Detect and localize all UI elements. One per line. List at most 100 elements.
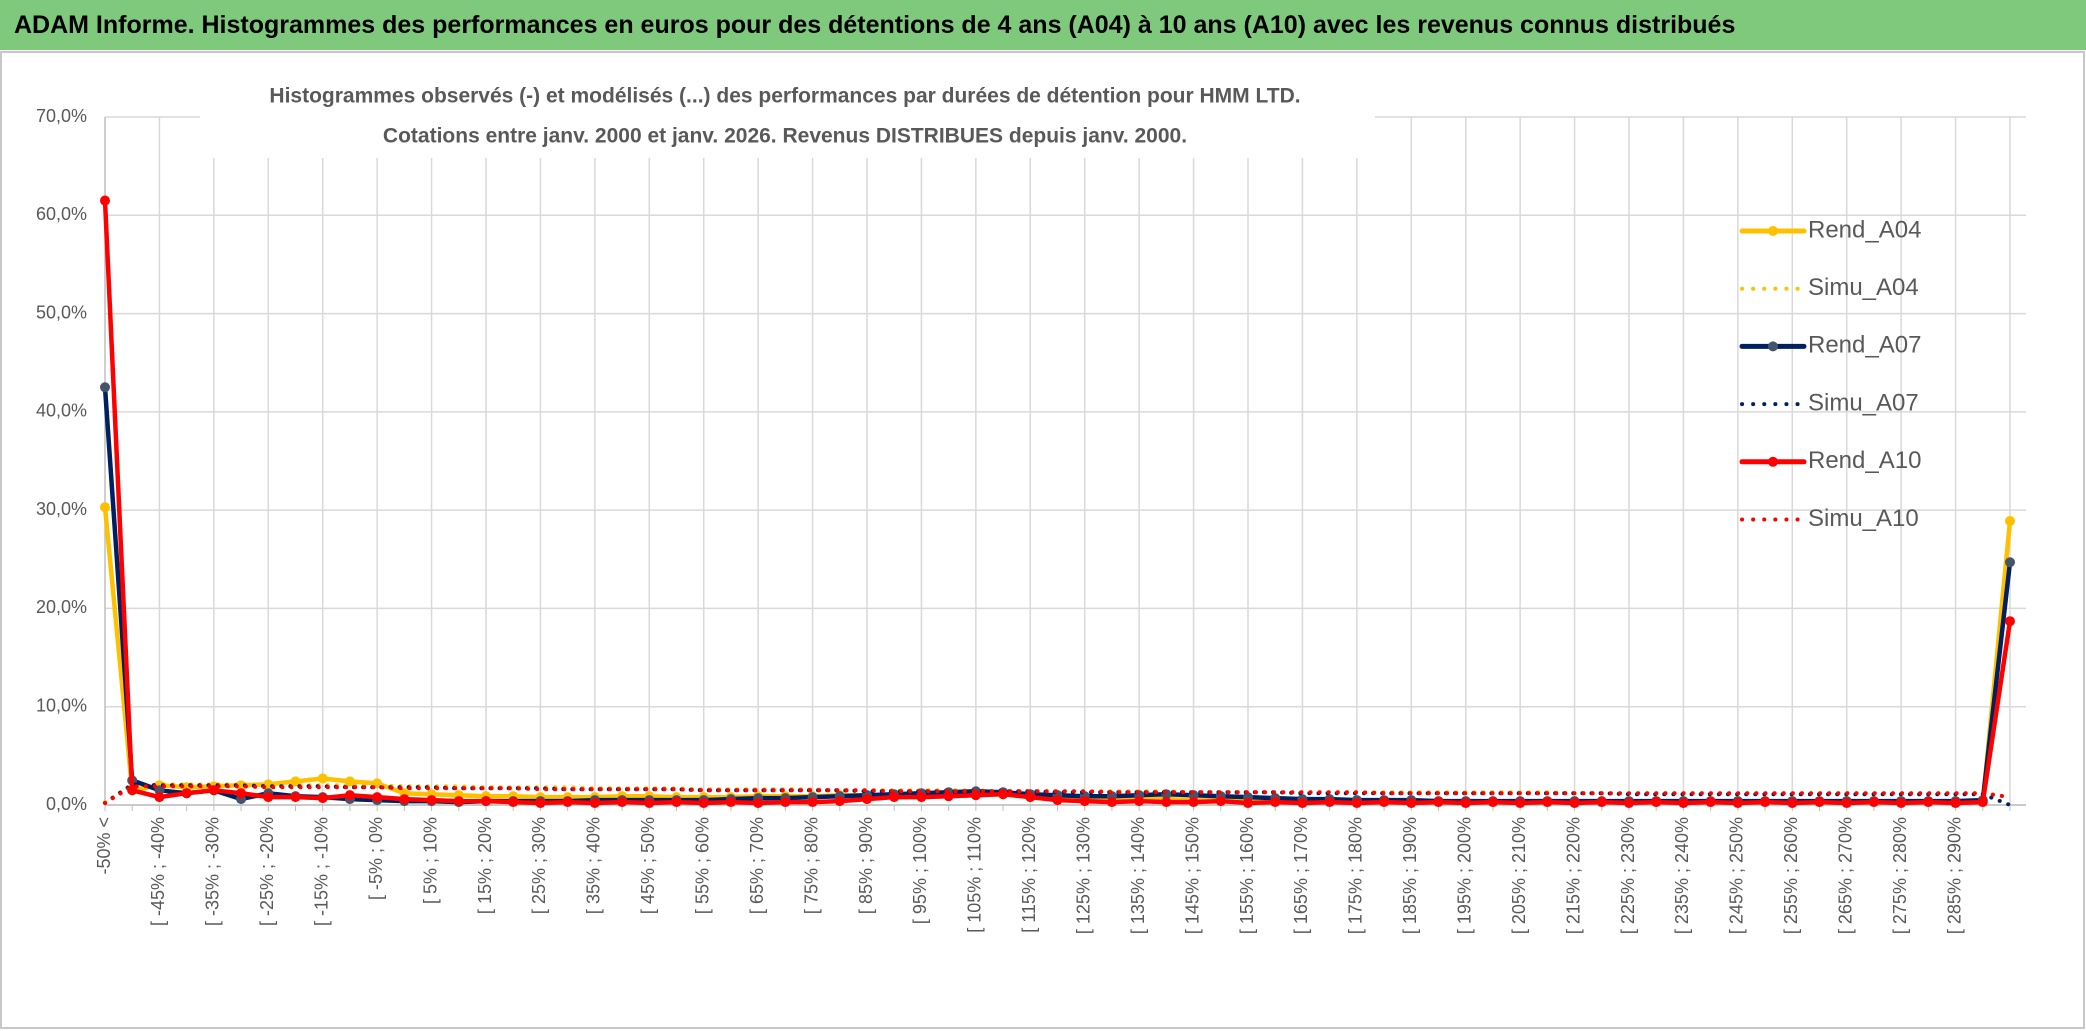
- x-tick-label: [ 5% ; 10%: [420, 817, 440, 904]
- x-tick-label: [ 95% ; 100%: [910, 817, 930, 924]
- marker: [780, 797, 791, 808]
- marker: [1896, 798, 1907, 809]
- y-tick-label: 50,0%: [36, 302, 87, 322]
- observed-line: [102, 385, 2013, 805]
- marker: [2005, 515, 2015, 526]
- marker: [1188, 797, 1199, 808]
- marker: [208, 785, 219, 796]
- x-tick-label: [ -25% ; -20%: [257, 817, 277, 926]
- marker: [2005, 557, 2015, 568]
- legend-label: Simu_A07: [1808, 389, 1919, 416]
- x-tick-label: [ 215% ; 220%: [1563, 817, 1583, 934]
- marker: [344, 790, 355, 801]
- title-background: [200, 78, 1375, 158]
- marker: [916, 792, 927, 803]
- y-tick-label: 30,0%: [36, 499, 87, 519]
- marker: [1705, 797, 1716, 808]
- marker: [1025, 792, 1036, 803]
- x-tick-label: [ 125% ; 130%: [1073, 817, 1093, 934]
- legend-label: Rend_A10: [1808, 447, 1921, 474]
- x-tick-label: [ 75% ; 80%: [801, 817, 821, 914]
- marker: [399, 794, 410, 805]
- x-tick-label: [ 275% ; 280%: [1890, 817, 1910, 934]
- marker: [1950, 798, 1961, 809]
- y-tick-label: 40,0%: [36, 401, 87, 421]
- x-tick-label: [ 265% ; 270%: [1835, 817, 1855, 934]
- y-tick-label: 60,0%: [36, 204, 87, 224]
- x-tick-label: [ 175% ; 180%: [1346, 817, 1366, 934]
- marker: [1868, 797, 1879, 808]
- x-tick-label: [ 225% ; 230%: [1618, 817, 1638, 934]
- marker: [1324, 797, 1335, 808]
- x-tick-label: [ -35% ; -30%: [203, 817, 223, 926]
- marker: [317, 773, 328, 784]
- marker: [1515, 798, 1526, 809]
- x-tick-label: [ 155% ; 160%: [1237, 817, 1257, 934]
- legend-label: Rend_A07: [1808, 332, 1921, 359]
- marker: [834, 796, 845, 807]
- x-tick-label: [ 205% ; 210%: [1509, 817, 1529, 934]
- marker: [100, 195, 110, 206]
- marker: [481, 796, 491, 807]
- marker: [236, 780, 247, 791]
- x-tick-label: [ 85% ; 90%: [856, 817, 876, 914]
- marker: [1569, 798, 1580, 809]
- marker: [1460, 798, 1471, 809]
- marker: [1270, 797, 1281, 808]
- marker: [862, 794, 872, 805]
- marker: [263, 792, 274, 803]
- marker: [1787, 798, 1798, 809]
- y-tick-label: 20,0%: [36, 597, 87, 617]
- x-tick-label: [ 105% ; 110%: [965, 817, 985, 933]
- marker: [698, 798, 709, 809]
- marker: [1542, 797, 1553, 808]
- marker: [1678, 798, 1689, 809]
- y-tick-label: 10,0%: [36, 695, 87, 715]
- marker: [290, 776, 301, 787]
- marker: [154, 792, 165, 803]
- x-tick-label: [ 35% ; 40%: [584, 817, 604, 914]
- marker: [644, 798, 655, 809]
- marker: [671, 797, 682, 808]
- marker: [1732, 798, 1743, 809]
- marker: [426, 795, 437, 806]
- page-title: ADAM Informe. Histogrammes des performan…: [0, 0, 2086, 50]
- chart-subtitle: Cotations entre janv. 2000 et janv. 2026…: [383, 125, 1187, 148]
- marker: [100, 382, 110, 393]
- x-tick-label: [ 45% ; 50%: [638, 817, 658, 914]
- marker: [372, 792, 383, 803]
- marker: [1215, 796, 1226, 807]
- x-tick-label: [ 255% ; 260%: [1781, 817, 1801, 934]
- chart-border: [0, 51, 2085, 1029]
- legend-label: Simu_A10: [1808, 505, 1919, 532]
- marker: [154, 785, 165, 796]
- x-tick-label: [ 65% ; 70%: [747, 817, 767, 914]
- x-tick-label: [ 285% ; 290%: [1944, 817, 1964, 934]
- marker: [1079, 796, 1090, 807]
- marker: [589, 798, 600, 809]
- marker: [535, 798, 546, 809]
- marker: [1161, 797, 1172, 808]
- marker: [181, 788, 192, 799]
- observed-line: [102, 198, 2013, 806]
- marker: [943, 791, 954, 802]
- marker: [317, 793, 328, 804]
- marker: [1351, 798, 1362, 809]
- legend-label: Simu_A04: [1808, 274, 1919, 301]
- chart-title: Histogrammes observés (-) et modélisés (…: [269, 85, 1300, 108]
- legend-marker: [1768, 456, 1778, 467]
- marker: [1651, 797, 1662, 808]
- observed-line: [102, 504, 2013, 805]
- marker: [1297, 798, 1308, 809]
- marker: [1243, 798, 1253, 809]
- marker: [2005, 616, 2015, 627]
- marker: [562, 797, 573, 808]
- marker: [1052, 795, 1063, 806]
- marker: [1841, 798, 1852, 809]
- marker: [889, 792, 900, 803]
- simulated-line: [103, 784, 2012, 805]
- marker: [725, 797, 736, 808]
- marker: [1406, 798, 1417, 809]
